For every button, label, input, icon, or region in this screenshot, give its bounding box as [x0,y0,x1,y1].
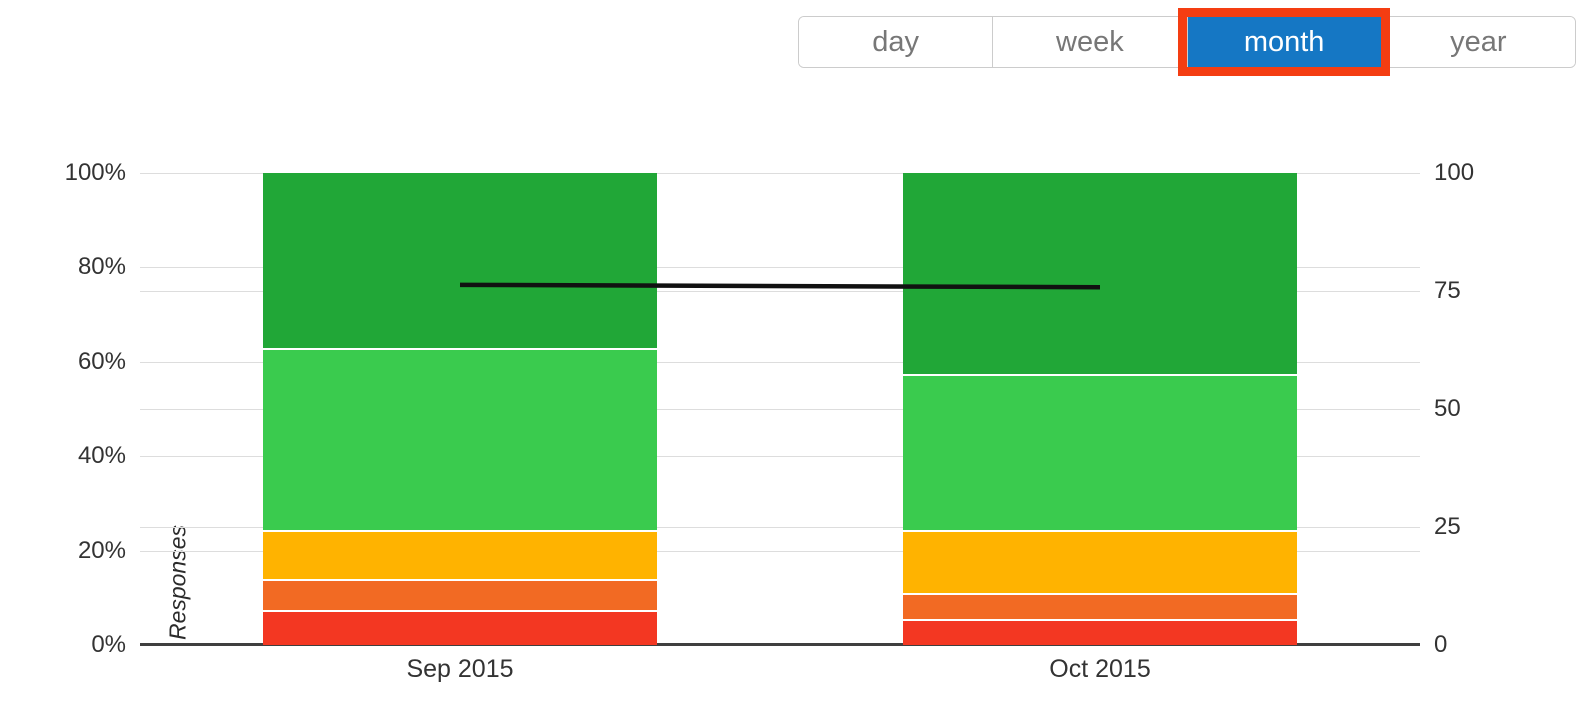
gridline [140,456,1420,458]
x-axis-label: Oct 2015 [1049,655,1151,683]
bar-segment-light-green[interactable] [902,375,1298,532]
left-axis-tick: 60% [77,347,126,375]
bar-segment-red[interactable] [902,621,1298,645]
right-axis-tick: 75 [1434,277,1461,304]
bar-segment-orange[interactable] [262,581,658,612]
right-axis-tick: 50 [1434,395,1461,422]
bar-segment-dark-green[interactable] [902,173,1298,376]
left-axis-tick: 0% [91,631,126,658]
gridline [140,361,1420,363]
gridline [140,527,1420,528]
toolbar-button-week[interactable]: week [992,17,1187,67]
left-axis-tick: 40% [77,442,126,470]
toolbar-button-year[interactable]: year [1380,17,1575,67]
stacked-bar-oct-2015 [902,173,1298,645]
stacked-bar-sep-2015 [262,173,658,645]
right-axis-tick: 100 [1434,159,1475,186]
toolbar-button-day[interactable]: day [799,17,993,67]
toolbar-button-month[interactable]: month [1177,8,1390,76]
bar-segment-dark-green[interactable] [262,173,658,350]
right-axis-tick: 25 [1434,513,1461,540]
satisfaction-score-line [459,282,1101,290]
left-axis-tick: 100% [64,159,126,186]
gridline [140,267,1420,269]
plot-area: Responses Satisfaction Score 0%20%40%60%… [65,161,1474,684]
gridline [140,550,1420,552]
left-axis-tick: 20% [77,536,126,564]
bar-segment-red[interactable] [262,611,658,645]
right-axis-tick: 0 [1434,631,1448,658]
bar-segment-orange[interactable] [902,595,1298,622]
gridline [140,291,1420,292]
gridline [140,173,1420,174]
x-axis-line [140,643,1420,646]
bar-segment-light-green[interactable] [262,350,658,532]
bar-segment-amber[interactable] [262,531,658,582]
bar-segment-amber[interactable] [902,531,1298,596]
x-axis-label: Sep 2015 [406,655,514,683]
interval-toggle-group: day week month year [798,8,1576,76]
left-axis-tick: 80% [77,253,126,281]
gridline [140,409,1420,410]
